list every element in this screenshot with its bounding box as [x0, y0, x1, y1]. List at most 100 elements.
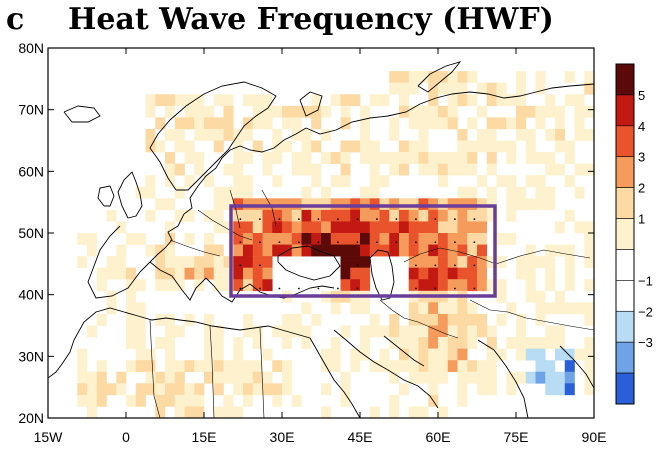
heatwave-cell	[399, 360, 410, 373]
heatwave-cell	[506, 371, 517, 384]
heatwave-cell	[340, 140, 351, 153]
colorbar-frame	[615, 63, 635, 405]
significance-dot	[356, 287, 359, 290]
heatwave-cell	[457, 128, 468, 141]
heatwave-cell	[243, 244, 254, 257]
heatwave-cell	[584, 233, 594, 245]
x-tick-label: 90E	[582, 429, 607, 445]
heatwave-cell	[428, 163, 439, 176]
heatwave-cell	[506, 175, 517, 188]
heatwave-cell	[311, 175, 322, 188]
map-title: Heat Wave Frequency (HWF)	[68, 2, 554, 37]
heatwave-cell	[564, 175, 575, 188]
heatwave-cell	[213, 371, 224, 384]
heatwave-cell	[311, 117, 322, 130]
heatwave-cell	[555, 140, 566, 153]
heatwave-cell	[486, 163, 497, 176]
heatwave-cell	[174, 94, 185, 107]
heatwave-cell	[408, 71, 419, 83]
heatwave-cell	[340, 209, 351, 222]
heatwave-cell	[496, 313, 507, 326]
heatwave-cell	[213, 198, 224, 211]
heatwave-cell	[428, 348, 439, 361]
heatwave-cell	[213, 128, 224, 141]
coastline-scandinavia	[149, 81, 277, 191]
y-tick-label: 70N	[18, 102, 44, 118]
heatwave-cell	[447, 256, 458, 268]
heatwave-cell	[243, 128, 254, 141]
heatwave-cell	[340, 163, 351, 176]
heatwave-cell	[506, 94, 517, 107]
heatwave-cell	[291, 128, 302, 141]
significance-dot	[395, 241, 398, 244]
heatwave-cell	[564, 302, 575, 315]
heatwave-cell	[360, 152, 371, 164]
heatwave-cell	[165, 256, 176, 268]
heatwave-cell	[350, 94, 361, 107]
heatwave-cell	[340, 175, 351, 188]
heatwave-cell	[369, 221, 380, 234]
heatwave-cell	[477, 325, 488, 338]
heatwave-cell	[301, 209, 312, 222]
heatwave-cell	[477, 267, 488, 280]
heatwave-cell	[330, 175, 341, 188]
heatwave-cell	[330, 348, 341, 361]
heatwave-cell	[243, 221, 254, 234]
heatwave-cell	[204, 337, 215, 349]
heatwave-cell	[233, 209, 244, 222]
heatwave-cell	[233, 383, 244, 396]
heatwave-cell	[96, 313, 107, 326]
heatwave-cell	[535, 198, 546, 211]
heatwave-cell	[438, 348, 449, 361]
heatwave-cell	[301, 302, 312, 315]
heatwave-cell	[506, 383, 517, 396]
heatwave-cell	[447, 117, 458, 130]
heatwave-cell	[145, 348, 156, 361]
heatwave-cell	[545, 256, 556, 268]
heatwave-cell	[272, 152, 283, 164]
heatwave-cell	[447, 82, 458, 95]
heatwave-cell	[252, 233, 263, 245]
heatwave-cell	[252, 140, 263, 153]
significance-dot	[376, 241, 378, 244]
heatwave-cell	[506, 140, 517, 153]
heatwave-cell	[438, 360, 449, 373]
heatwave-cell	[116, 244, 127, 257]
y-tick-label: 60N	[18, 163, 44, 179]
heatwave-cell	[389, 209, 400, 222]
heatwave-cell	[340, 279, 351, 292]
heatwave-cell	[525, 244, 536, 257]
heatwave-cell	[233, 348, 244, 361]
heatwave-cell	[77, 348, 88, 361]
heatwave-cell	[350, 279, 361, 292]
heatwave-cell	[262, 256, 273, 268]
colorbar-segment	[615, 94, 635, 127]
heatwave-cell	[535, 313, 546, 326]
heatwave-cell	[252, 279, 263, 292]
heatwave-cell	[564, 140, 575, 153]
heatwave-cell	[213, 94, 224, 107]
coastline-caspian	[369, 249, 395, 301]
heatwave-cell	[321, 209, 332, 222]
heatwave-cell	[379, 94, 390, 107]
heatwave-cell	[564, 371, 575, 384]
heatwave-cell	[243, 313, 254, 326]
heatwave-cell	[496, 117, 507, 130]
heatwave-cell	[184, 313, 195, 326]
heatwave-cell	[438, 175, 449, 188]
colorbar-segment	[615, 63, 635, 96]
heatwave-cell	[486, 82, 497, 95]
heatwave-cell	[408, 267, 419, 280]
heatwave-cell	[506, 233, 517, 245]
coastline-mediterranean-north	[149, 261, 335, 303]
heatwave-cell	[321, 406, 332, 418]
heatwave-cell	[262, 371, 273, 384]
heatwave-cell	[184, 360, 195, 373]
heatwave-cell	[418, 152, 429, 164]
heatwave-cell	[340, 221, 351, 234]
heatwave-cell	[291, 394, 302, 407]
heatwave-cell	[194, 94, 205, 107]
heatwave-cell	[350, 244, 361, 257]
heatwave-cell	[457, 221, 468, 234]
